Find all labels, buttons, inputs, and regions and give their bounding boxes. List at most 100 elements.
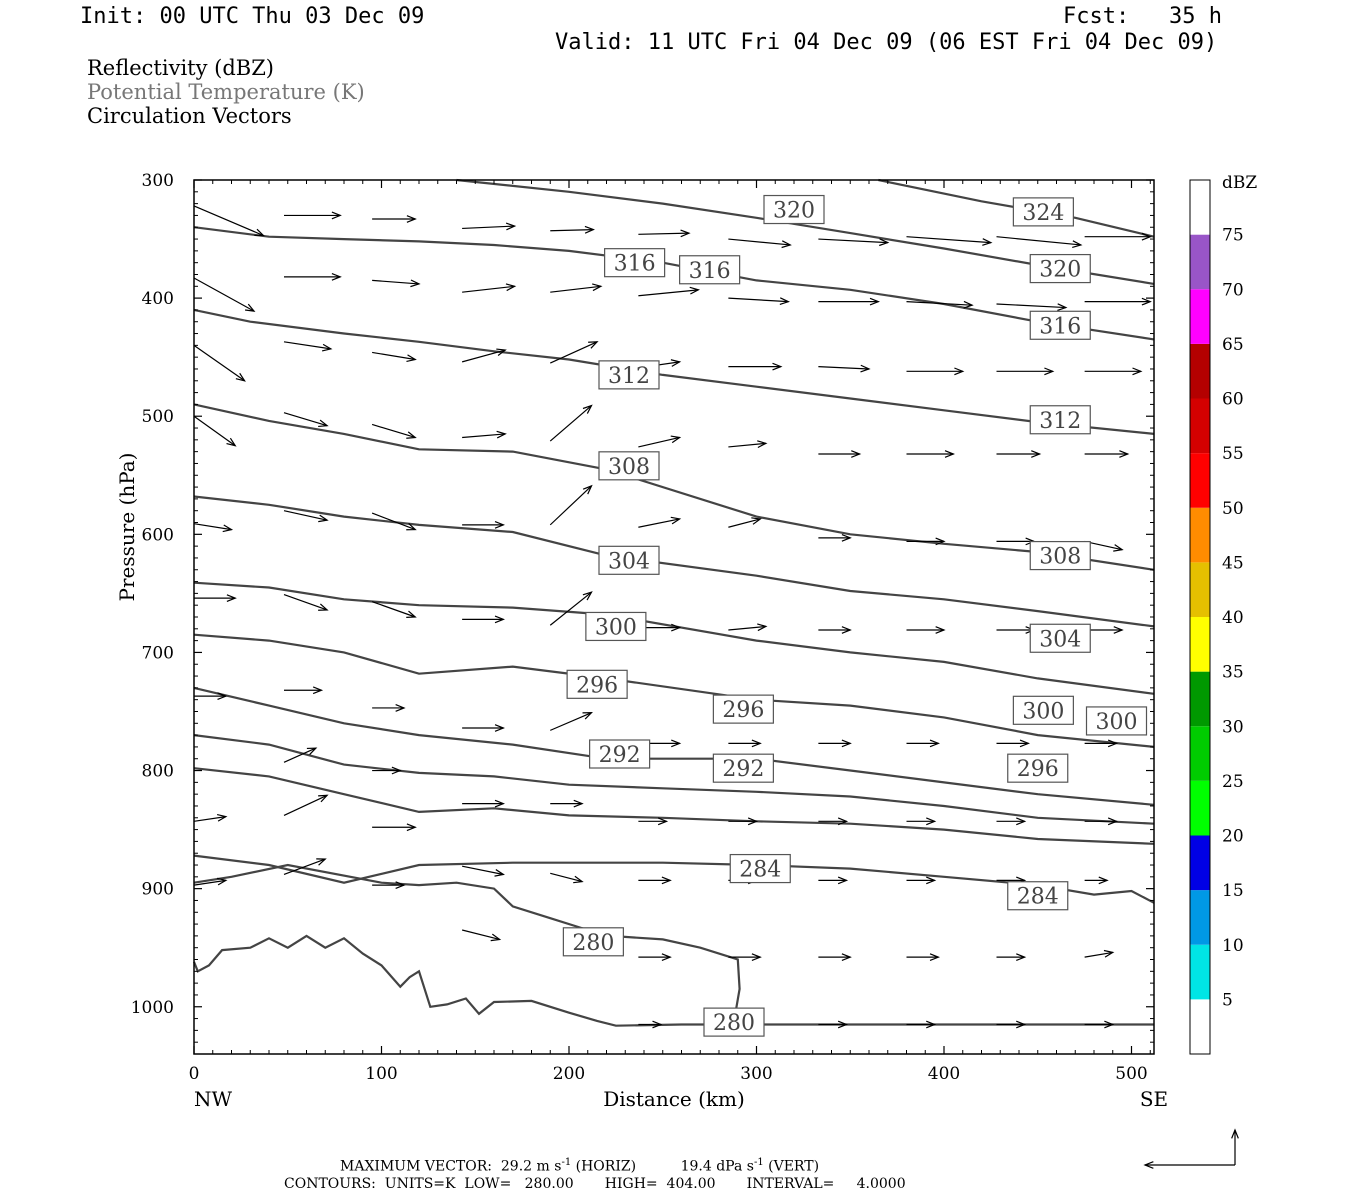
svg-text:300: 300	[1096, 710, 1138, 735]
y-tick-label-700: 700	[142, 643, 174, 663]
vector-arrow-62	[818, 626, 852, 634]
vector-arrow-21	[193, 277, 256, 312]
vector-arrow-107	[1084, 949, 1115, 958]
contour-288-4	[193, 767, 1155, 845]
vector-arrow-0	[284, 211, 342, 220]
vector-arrow-65	[1084, 626, 1124, 634]
vector-arrow-42	[996, 450, 1042, 458]
vector-arrow-58	[462, 615, 505, 624]
x-tick-label-300: 300	[740, 1064, 772, 1084]
svg-text:280: 280	[713, 1011, 755, 1036]
contour-300-7	[193, 633, 1155, 748]
contour-labels: 320 324 316 316 320 316 312 312 308 308 304 300 304 2…	[562, 194, 1148, 1037]
colorbar-swatch-10	[1190, 453, 1210, 508]
contour-label-2: 316	[604, 248, 666, 278]
max-vert-unit: (VERT)	[768, 1158, 820, 1175]
contour-label-23: 280	[703, 1007, 765, 1037]
vector-arrow-4	[638, 229, 691, 238]
vector-arrow-91	[283, 858, 327, 876]
max-vector-label: MAXIMUM VECTOR:	[340, 1158, 492, 1175]
contour-label-13: 296	[566, 669, 628, 699]
contour-label-18: 292	[712, 753, 774, 783]
colorbar-swatch-6	[1190, 671, 1210, 727]
colorbar-label-75: 75	[1222, 226, 1244, 246]
vector-arrow-63	[906, 626, 946, 634]
vector-arrow-43	[1084, 450, 1130, 458]
legend-reflectivity: Reflectivity (dBZ)	[87, 56, 275, 80]
ref-vector-vert	[1231, 1128, 1239, 1165]
vector-arrow-57	[371, 601, 417, 618]
svg-text:316: 316	[1039, 314, 1081, 339]
contour-label-6: 312	[598, 360, 660, 390]
vector-arrow-24	[372, 351, 417, 363]
contour-280-0	[192, 934, 1154, 1027]
reference-vector	[1143, 1128, 1239, 1169]
vector-arrow-48	[549, 484, 593, 526]
vector-arrow-76	[1084, 739, 1119, 748]
contour-label-7: 312	[1029, 405, 1091, 435]
svg-text:292: 292	[599, 743, 641, 768]
contour-label-1: 324	[1012, 197, 1074, 227]
colorbar-title: dBZ	[1222, 173, 1257, 193]
colorbar-label-35: 35	[1222, 663, 1244, 683]
vector-arrow-68	[372, 704, 406, 712]
svg-text:296: 296	[722, 698, 764, 723]
horiz-exponent: -1	[561, 1157, 572, 1168]
vector-arrow-18	[996, 303, 1068, 312]
colorbar-swatch-8	[1190, 562, 1210, 617]
contour-284-2	[193, 863, 611, 937]
contour-label-16: 300	[1085, 706, 1148, 736]
vector-arrow-51	[818, 533, 852, 542]
x-end-left: NW	[194, 1087, 233, 1111]
vector-arrow-13	[550, 283, 603, 293]
vector-arrow-50	[728, 517, 762, 528]
vector-arrow-81	[728, 817, 759, 826]
contour-label-8: 308	[598, 451, 660, 481]
vector-arrow-104	[818, 953, 852, 962]
vector-arrow-53	[996, 537, 1036, 546]
vector-arrow-29	[818, 364, 871, 373]
forecast-hour: Fcst: 35 h	[1063, 4, 1222, 29]
vector-arrow-55	[194, 594, 237, 602]
vector-arrow-93	[462, 865, 505, 877]
svg-text:316: 316	[689, 259, 731, 284]
colorbar-swatch-5	[1190, 726, 1210, 781]
vector-arrow-78	[372, 766, 402, 775]
colorbar-label-30: 30	[1222, 717, 1244, 737]
y-tick-label-300: 300	[142, 171, 174, 191]
svg-text:316: 316	[614, 252, 656, 277]
vector-arrow-102	[638, 953, 672, 962]
y-tick-label-600: 600	[142, 525, 174, 545]
vector-arrow-69	[462, 724, 505, 732]
vector-arrow-28	[728, 362, 783, 371]
vector-arrow-97	[818, 876, 849, 885]
x-tick-label-400: 400	[928, 1064, 960, 1084]
colorbar-label-20: 20	[1222, 827, 1244, 847]
init-time: Init: 00 UTC Thu 03 Dec 09	[80, 4, 425, 29]
svg-text:308: 308	[608, 455, 650, 480]
contour-label-14: 296	[712, 694, 774, 724]
colorbar-label-5: 5	[1222, 990, 1233, 1010]
colorbar-label-70: 70	[1222, 280, 1244, 300]
vector-arrow-31	[996, 367, 1055, 376]
contour-304-8	[193, 581, 1155, 695]
colorbar-swatch-15	[1190, 180, 1210, 235]
contour-label-21: 284	[1007, 881, 1069, 911]
contour-308-9	[193, 495, 1155, 628]
vector-arrow-34	[283, 412, 329, 428]
vector-arrow-86	[193, 813, 228, 822]
vector-arrow-82	[818, 817, 849, 826]
vector-arrow-44	[193, 523, 234, 533]
vector-arrow-77	[283, 747, 318, 763]
contour-label-9: 308	[1029, 540, 1091, 571]
vector-arrow-74	[906, 739, 940, 748]
vector-arrow-9	[1084, 232, 1152, 241]
vector-arrow-19	[1084, 297, 1152, 306]
vector-arrow-25	[461, 348, 507, 363]
vector-arrow-39	[728, 440, 768, 449]
vector-arrow-46	[371, 512, 417, 531]
contour-label-0: 320	[763, 194, 825, 225]
colorbar-label-25: 25	[1222, 772, 1244, 792]
vector-arrow-2	[462, 222, 517, 231]
colorbar-label-55: 55	[1222, 444, 1244, 464]
